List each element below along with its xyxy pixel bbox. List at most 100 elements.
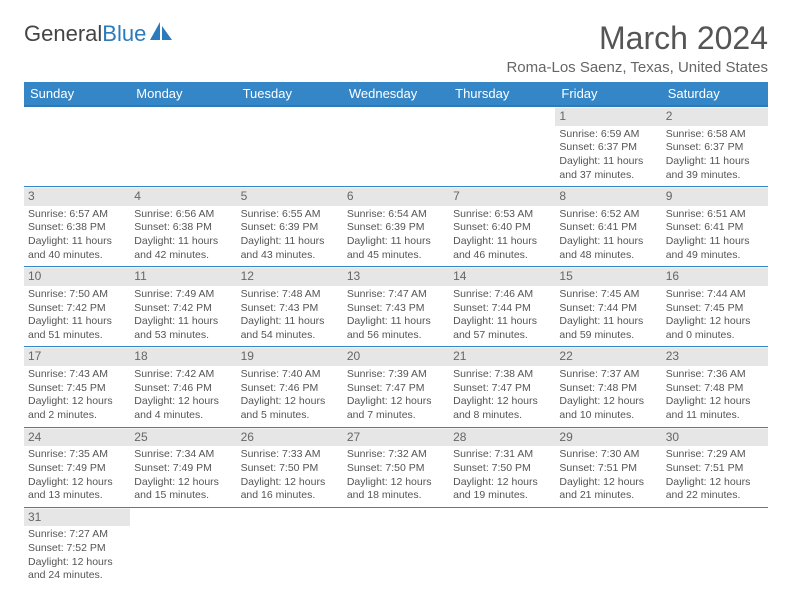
calendar-cell: 4Sunrise: 6:56 AMSunset: 6:38 PMDaylight…	[130, 187, 236, 267]
day-number: 18	[130, 347, 236, 366]
day-number: 28	[449, 428, 555, 447]
calendar-cell: 23Sunrise: 7:36 AMSunset: 7:48 PMDayligh…	[662, 347, 768, 427]
brand-logo: GeneralBlue	[24, 20, 176, 48]
calendar-cell: 16Sunrise: 7:44 AMSunset: 7:45 PMDayligh…	[662, 267, 768, 347]
day-number: 31	[24, 508, 130, 527]
day-number: 24	[24, 428, 130, 447]
day-details: Sunrise: 7:44 AMSunset: 7:45 PMDaylight:…	[662, 286, 768, 347]
calendar-cell	[237, 507, 343, 587]
day-number: 13	[343, 267, 449, 286]
day-number: 5	[237, 187, 343, 206]
day-details: Sunrise: 7:46 AMSunset: 7:44 PMDaylight:…	[449, 286, 555, 347]
calendar-cell	[343, 106, 449, 187]
day-number: 9	[662, 187, 768, 206]
calendar-cell: 9Sunrise: 6:51 AMSunset: 6:41 PMDaylight…	[662, 187, 768, 267]
day-details: Sunrise: 7:33 AMSunset: 7:50 PMDaylight:…	[237, 446, 343, 507]
day-details: Sunrise: 7:49 AMSunset: 7:42 PMDaylight:…	[130, 286, 236, 347]
day-details: Sunrise: 6:52 AMSunset: 6:41 PMDaylight:…	[555, 206, 661, 267]
weekday-header: Friday	[555, 82, 661, 106]
calendar-cell	[237, 106, 343, 187]
day-number: 22	[555, 347, 661, 366]
calendar-cell: 18Sunrise: 7:42 AMSunset: 7:46 PMDayligh…	[130, 347, 236, 427]
day-details: Sunrise: 7:39 AMSunset: 7:47 PMDaylight:…	[343, 366, 449, 427]
calendar-cell: 26Sunrise: 7:33 AMSunset: 7:50 PMDayligh…	[237, 427, 343, 507]
day-details: Sunrise: 7:43 AMSunset: 7:45 PMDaylight:…	[24, 366, 130, 427]
calendar-cell: 12Sunrise: 7:48 AMSunset: 7:43 PMDayligh…	[237, 267, 343, 347]
calendar-cell: 17Sunrise: 7:43 AMSunset: 7:45 PMDayligh…	[24, 347, 130, 427]
day-number: 10	[24, 267, 130, 286]
calendar-row: 1Sunrise: 6:59 AMSunset: 6:37 PMDaylight…	[24, 106, 768, 187]
calendar-cell	[555, 507, 661, 587]
day-number: 16	[662, 267, 768, 286]
day-number: 7	[449, 187, 555, 206]
calendar-cell: 7Sunrise: 6:53 AMSunset: 6:40 PMDaylight…	[449, 187, 555, 267]
day-details: Sunrise: 7:38 AMSunset: 7:47 PMDaylight:…	[449, 366, 555, 427]
day-details: Sunrise: 6:58 AMSunset: 6:37 PMDaylight:…	[662, 126, 768, 187]
day-number: 17	[24, 347, 130, 366]
day-number: 14	[449, 267, 555, 286]
day-details: Sunrise: 6:54 AMSunset: 6:39 PMDaylight:…	[343, 206, 449, 267]
weekday-header: Sunday	[24, 82, 130, 106]
month-title: March 2024	[506, 20, 768, 57]
day-number: 8	[555, 187, 661, 206]
day-details: Sunrise: 7:37 AMSunset: 7:48 PMDaylight:…	[555, 366, 661, 427]
day-details: Sunrise: 6:55 AMSunset: 6:39 PMDaylight:…	[237, 206, 343, 267]
calendar-cell: 19Sunrise: 7:40 AMSunset: 7:46 PMDayligh…	[237, 347, 343, 427]
day-details: Sunrise: 7:31 AMSunset: 7:50 PMDaylight:…	[449, 446, 555, 507]
day-details: Sunrise: 7:32 AMSunset: 7:50 PMDaylight:…	[343, 446, 449, 507]
calendar-cell	[24, 106, 130, 187]
calendar-cell: 3Sunrise: 6:57 AMSunset: 6:38 PMDaylight…	[24, 187, 130, 267]
calendar-cell	[449, 106, 555, 187]
calendar-cell: 30Sunrise: 7:29 AMSunset: 7:51 PMDayligh…	[662, 427, 768, 507]
calendar-cell: 27Sunrise: 7:32 AMSunset: 7:50 PMDayligh…	[343, 427, 449, 507]
calendar-cell: 6Sunrise: 6:54 AMSunset: 6:39 PMDaylight…	[343, 187, 449, 267]
day-details: Sunrise: 6:59 AMSunset: 6:37 PMDaylight:…	[555, 126, 661, 187]
day-details: Sunrise: 6:56 AMSunset: 6:38 PMDaylight:…	[130, 206, 236, 267]
day-details: Sunrise: 7:34 AMSunset: 7:49 PMDaylight:…	[130, 446, 236, 507]
day-number: 30	[662, 428, 768, 447]
calendar-cell: 14Sunrise: 7:46 AMSunset: 7:44 PMDayligh…	[449, 267, 555, 347]
day-details: Sunrise: 7:42 AMSunset: 7:46 PMDaylight:…	[130, 366, 236, 427]
day-details: Sunrise: 7:35 AMSunset: 7:49 PMDaylight:…	[24, 446, 130, 507]
calendar-body: 1Sunrise: 6:59 AMSunset: 6:37 PMDaylight…	[24, 106, 768, 587]
day-details: Sunrise: 7:45 AMSunset: 7:44 PMDaylight:…	[555, 286, 661, 347]
calendar-cell: 28Sunrise: 7:31 AMSunset: 7:50 PMDayligh…	[449, 427, 555, 507]
calendar-cell	[662, 507, 768, 587]
brand-name-1: General	[24, 21, 102, 47]
day-details: Sunrise: 7:50 AMSunset: 7:42 PMDaylight:…	[24, 286, 130, 347]
day-details: Sunrise: 7:40 AMSunset: 7:46 PMDaylight:…	[237, 366, 343, 427]
calendar-cell: 22Sunrise: 7:37 AMSunset: 7:48 PMDayligh…	[555, 347, 661, 427]
day-number: 21	[449, 347, 555, 366]
sail-icon	[148, 20, 176, 48]
calendar-cell: 13Sunrise: 7:47 AMSunset: 7:43 PMDayligh…	[343, 267, 449, 347]
weekday-header: Wednesday	[343, 82, 449, 106]
calendar-cell: 25Sunrise: 7:34 AMSunset: 7:49 PMDayligh…	[130, 427, 236, 507]
calendar-cell: 2Sunrise: 6:58 AMSunset: 6:37 PMDaylight…	[662, 106, 768, 187]
brand-name-2: Blue	[102, 21, 146, 47]
calendar-cell: 21Sunrise: 7:38 AMSunset: 7:47 PMDayligh…	[449, 347, 555, 427]
day-number: 4	[130, 187, 236, 206]
day-details: Sunrise: 7:29 AMSunset: 7:51 PMDaylight:…	[662, 446, 768, 507]
calendar-cell: 1Sunrise: 6:59 AMSunset: 6:37 PMDaylight…	[555, 106, 661, 187]
weekday-header-row: SundayMondayTuesdayWednesdayThursdayFrid…	[24, 82, 768, 106]
location: Roma-Los Saenz, Texas, United States	[506, 59, 768, 76]
calendar-row: 10Sunrise: 7:50 AMSunset: 7:42 PMDayligh…	[24, 267, 768, 347]
calendar-cell: 29Sunrise: 7:30 AMSunset: 7:51 PMDayligh…	[555, 427, 661, 507]
weekday-header: Tuesday	[237, 82, 343, 106]
calendar-cell: 5Sunrise: 6:55 AMSunset: 6:39 PMDaylight…	[237, 187, 343, 267]
calendar-cell	[130, 106, 236, 187]
calendar-cell	[449, 507, 555, 587]
calendar-cell: 8Sunrise: 6:52 AMSunset: 6:41 PMDaylight…	[555, 187, 661, 267]
day-number: 20	[343, 347, 449, 366]
weekday-header: Thursday	[449, 82, 555, 106]
day-number: 11	[130, 267, 236, 286]
day-details: Sunrise: 7:48 AMSunset: 7:43 PMDaylight:…	[237, 286, 343, 347]
calendar-cell: 24Sunrise: 7:35 AMSunset: 7:49 PMDayligh…	[24, 427, 130, 507]
calendar-cell: 15Sunrise: 7:45 AMSunset: 7:44 PMDayligh…	[555, 267, 661, 347]
calendar-cell: 11Sunrise: 7:49 AMSunset: 7:42 PMDayligh…	[130, 267, 236, 347]
day-number: 27	[343, 428, 449, 447]
day-details: Sunrise: 6:57 AMSunset: 6:38 PMDaylight:…	[24, 206, 130, 267]
header: GeneralBlue March 2024 Roma-Los Saenz, T…	[24, 20, 768, 76]
day-number: 6	[343, 187, 449, 206]
calendar-cell: 10Sunrise: 7:50 AMSunset: 7:42 PMDayligh…	[24, 267, 130, 347]
